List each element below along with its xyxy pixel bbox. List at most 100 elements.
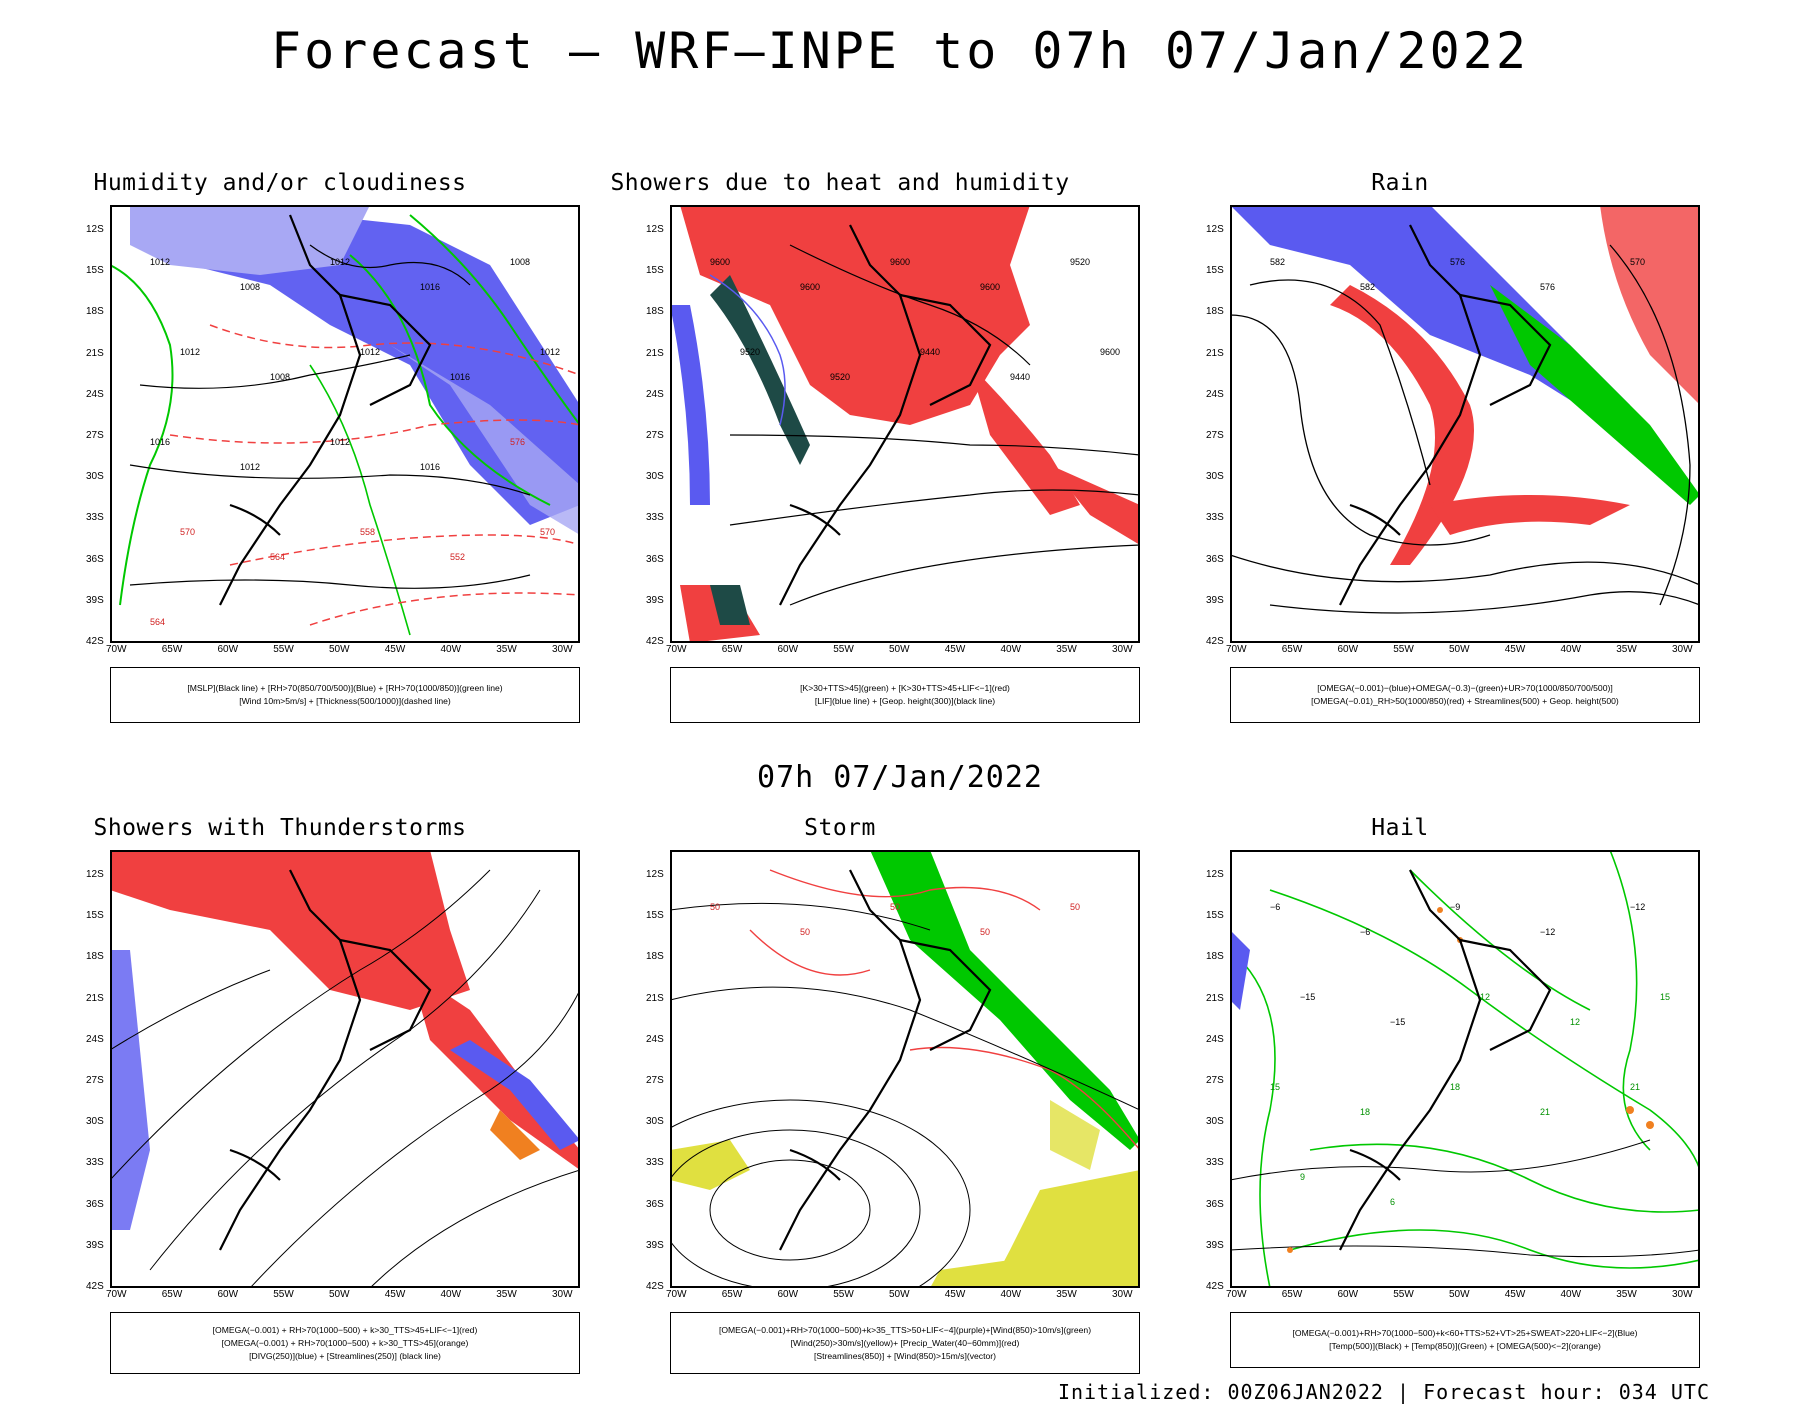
lon-tick-label: 60W [1337, 1289, 1359, 1300]
lat-tick-label: 30S [86, 1116, 104, 1128]
lat-tick-label: 18S [1206, 951, 1224, 963]
legend-line: [K>30+TTS>45](green) + [K>30+TTS>45+LIF<… [800, 683, 1010, 693]
contour-label: 570 [180, 527, 195, 537]
contour-label: 12 [1480, 992, 1490, 1002]
legend-line: [OMEGA(−0.001)+RH>70(1000−500)+k>35_TTS>… [718, 1324, 1092, 1335]
contour-label: 21 [1540, 1107, 1550, 1117]
lon-tick-label: 55W [273, 644, 294, 655]
panel-title: Storm [804, 815, 876, 841]
panel-legend: [OMEGA(−0.001)+RH>70(1000−500)+k<60+TTS>… [1230, 1312, 1700, 1368]
lat-tick-label: 27S [86, 1075, 104, 1086]
lon-tick-label: 40W [440, 644, 462, 655]
lat-tick-label: 30S [646, 1116, 664, 1128]
lon-tick-label: 45W [944, 644, 966, 655]
contour-label: 9600 [1100, 347, 1120, 357]
lat-tick-label: 12S [1206, 224, 1224, 235]
lon-tick-label: 45W [1504, 1289, 1526, 1300]
panel-showers-heat: Showers due to heat and humidity 9600 960… [560, 170, 1140, 730]
legend-line: [OMEGA(−0.001)−(blue)+OMEGA(−0.3)−(green… [1317, 683, 1613, 693]
map-svg: 1012 1008 1012 1016 1008 1012 1008 1012 1016 1012… [110, 205, 580, 643]
contour-label: 576 [1540, 282, 1555, 292]
lat-tick-label: 24S [86, 388, 104, 400]
panel-title: Humidity and/or cloudiness [93, 170, 467, 196]
contour-label: 564 [150, 617, 165, 627]
contour-label: 12 [1570, 1017, 1580, 1027]
lon-tick-label: 35W [1616, 644, 1637, 655]
map-svg: −6 −6 −9 −12 −12 −15 −15 12 12 15 15 18 18 21 21 9 6 [1230, 850, 1700, 1288]
lat-tick-label: 30S [1206, 1116, 1224, 1128]
legend-line: [OMEGA(−0.001) + RH>70(1000−500) + k>30_… [212, 1324, 478, 1335]
contour-label: −6 [1270, 902, 1280, 912]
panel-title: Showers with Thunderstorms [93, 815, 467, 841]
legend-line: [OMEGA(−0.001) + RH>70(1000−500) + k>30_… [221, 1337, 469, 1348]
lon-tick-label: 35W [496, 644, 517, 655]
panel-legend: [OMEGA(−0.001)−(blue)+OMEGA(−0.3)−(green… [1230, 667, 1700, 723]
lon-tick-label: 65W [161, 1289, 183, 1300]
lat-tick-label: 21S [646, 992, 664, 1004]
lat-tick-label: 39S [1206, 594, 1224, 606]
lon-tick-label: 40W [1560, 644, 1582, 655]
lon-tick-label: 55W [1393, 644, 1414, 655]
legend-line: [Streamlines(850)] + [Wind(850)>15m/s](v… [814, 1350, 996, 1361]
lon-tick-label: 35W [1056, 1289, 1077, 1300]
lon-tick-label: 55W [273, 1289, 294, 1300]
lat-tick-label: 18S [86, 306, 104, 318]
lat-tick-label: 12S [646, 869, 664, 880]
main-title: Forecast — WRF—INPE to 07h 07/Jan/2022 [271, 22, 1529, 80]
legend-line: [Wind 10m>5m/s] + [Thickness(500/1000)](… [239, 696, 451, 706]
lon-tick-label: 60W [777, 1289, 799, 1300]
lon-tick-label: 50W [889, 1289, 910, 1300]
contour-label: 582 [1360, 282, 1375, 292]
lon-tick-label: 65W [721, 1289, 743, 1300]
lon-tick-label: 70W [666, 1289, 687, 1300]
lat-tick-label: 39S [86, 1239, 104, 1251]
lon-tick-label: 60W [1337, 644, 1359, 655]
lon-tick-label: 70W [666, 644, 687, 655]
lat-tick-label: 39S [646, 1239, 664, 1251]
lon-tick-label: 30W [1672, 1289, 1693, 1300]
contour-label: 1012 [150, 257, 170, 267]
green-area [1490, 285, 1700, 505]
lon-tick-label: 60W [217, 644, 239, 655]
contour-label: 9600 [980, 282, 1000, 292]
panel-humidity: Humidity and/or cloudiness 1012 1008 1012 1… [0, 170, 580, 730]
lat-tick-label: 42S [646, 636, 664, 647]
contour-label: 1012 [540, 347, 560, 357]
lat-tick-label: 24S [1206, 1033, 1224, 1045]
contour-label: 9520 [740, 347, 760, 357]
lat-tick-label: 15S [86, 265, 104, 277]
lat-tick-label: 42S [86, 636, 104, 647]
lat-tick-label: 21S [1206, 347, 1224, 359]
contour-label: 21 [1630, 1082, 1640, 1092]
map-svg: 50 50 50 50 50 [670, 850, 1140, 1288]
contour-label: 9600 [800, 282, 820, 292]
lon-tick-label: 45W [1504, 644, 1526, 655]
teal-area [710, 275, 810, 465]
lat-tick-label: 18S [86, 951, 104, 963]
lat-tick-label: 36S [86, 1198, 104, 1210]
panel-legend: [MSLP](Black line) + [RH>70(850/700/500)… [110, 667, 580, 723]
lat-tick-label: 36S [646, 1198, 664, 1210]
lat-tick-label: 18S [646, 951, 664, 963]
map-svg: 582 582 576 576 570 [1230, 205, 1700, 643]
lon-tick-label: 30W [552, 644, 573, 655]
contour-label: 558 [360, 527, 375, 537]
lon-tick-label: 65W [1281, 1289, 1303, 1300]
contour-label: 1012 [240, 462, 260, 472]
lon-tick-label: 60W [777, 644, 799, 655]
map-svg: 9600 9600 9600 9600 9520 9520 9520 9440 9440 9600 [670, 205, 1140, 643]
lat-tick-label: 39S [646, 594, 664, 606]
contour-label: −12 [1630, 902, 1645, 912]
lon-tick-label: 40W [1560, 1289, 1582, 1300]
contour-label: 1008 [240, 282, 260, 292]
lon-tick-label: 50W [1449, 1289, 1470, 1300]
red-area [110, 850, 470, 1010]
lon-tick-label: 50W [329, 644, 350, 655]
map-area: 1012 1008 1012 1016 1008 1012 1008 1012 1016 1012… [110, 205, 580, 643]
lon-tick-label: 30W [552, 1289, 573, 1300]
lat-tick-label: 21S [646, 347, 664, 359]
map-frame [670, 205, 1140, 643]
lon-tick-label: 35W [1056, 644, 1077, 655]
panel-rain: Rain 582 582 576 576 570 [OMEGA(−0.001)−(blu… [1120, 170, 1700, 730]
lat-tick-label: 36S [1206, 1198, 1224, 1210]
